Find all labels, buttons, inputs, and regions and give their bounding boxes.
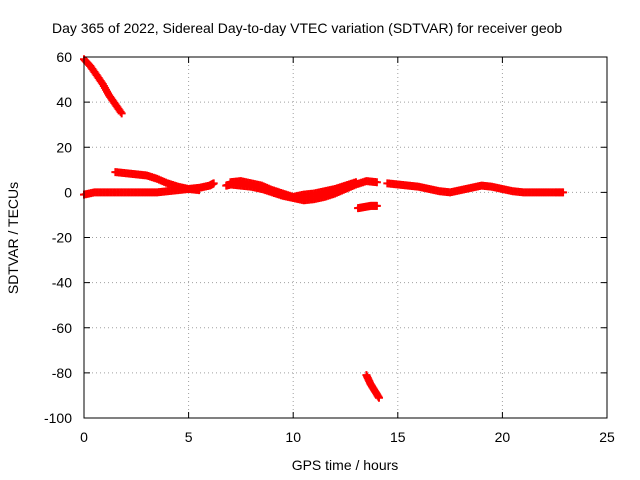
x-tick-label: 20 [495, 429, 511, 445]
data-point-marker [372, 201, 381, 210]
x-tick-label: 5 [185, 429, 193, 445]
plot-frame [83, 56, 608, 419]
y-tick-label: 40 [56, 94, 72, 110]
data-point-marker [116, 107, 125, 116]
data-point-marker [559, 188, 568, 197]
y-tick-label: -60 [52, 320, 72, 336]
data-point-marker [209, 179, 218, 188]
y-tick-label: -100 [44, 410, 72, 426]
x-tick-label: 10 [285, 429, 301, 445]
x-tick-label: 15 [390, 429, 406, 445]
y-tick-label: 0 [64, 184, 72, 200]
data-point-marker [351, 178, 360, 187]
x-tick-label: 0 [80, 429, 88, 445]
data-point-marker [372, 178, 381, 187]
y-tick-label: -40 [52, 275, 72, 291]
y-tick-label: 20 [56, 139, 72, 155]
data-point-marker [117, 109, 126, 118]
data-markers [80, 55, 568, 402]
y-tick-label: 60 [56, 49, 72, 65]
data-point-marker [374, 393, 383, 402]
y-axis-label: SDTVAR / TECUs [5, 182, 21, 294]
grid [84, 57, 607, 418]
y-tick-label: -80 [52, 365, 72, 381]
axis-ticks: 0 5 10 15 20 25 -100 -80 -60 -40 -20 0 20 40 60 [44, 49, 615, 445]
x-tick-label: 25 [599, 429, 615, 445]
data-point-marker [195, 186, 204, 195]
y-tick-label: -20 [52, 230, 72, 246]
chart-title: Day 365 of 2022, Sidereal Day-to-day VTE… [52, 20, 562, 36]
x-axis-label: GPS time / hours [292, 457, 399, 473]
